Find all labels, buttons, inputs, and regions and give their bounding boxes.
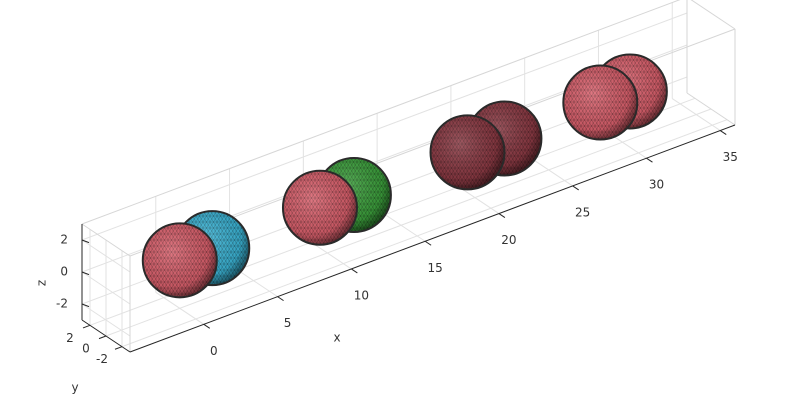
x-axis bbox=[129, 124, 736, 353]
y-tick-label: -2 bbox=[96, 352, 108, 366]
grid-line bbox=[121, 119, 728, 348]
box-edge bbox=[81, 223, 131, 257]
grid-line bbox=[81, 12, 688, 241]
sphere-layer bbox=[562, 64, 639, 141]
x-tick bbox=[277, 296, 284, 302]
grid-line bbox=[81, 303, 131, 337]
z-tick bbox=[81, 303, 90, 308]
sphere bbox=[141, 222, 218, 299]
grid-line bbox=[81, 239, 131, 273]
z-tick bbox=[81, 239, 90, 244]
x-tick-label: 15 bbox=[427, 261, 442, 275]
x-tick bbox=[203, 323, 211, 329]
grid-line bbox=[81, 271, 131, 305]
x-tick bbox=[646, 157, 653, 163]
y-tick-label: 2 bbox=[66, 331, 74, 345]
sphere bbox=[429, 114, 506, 191]
y-tick bbox=[114, 346, 123, 350]
x-tick-label: 30 bbox=[649, 178, 664, 192]
x-tick-label: 25 bbox=[575, 205, 590, 219]
z-tick-label: 2 bbox=[60, 233, 68, 247]
sphere-layer bbox=[141, 222, 218, 299]
x-tick bbox=[572, 185, 579, 191]
box-edge bbox=[690, 0, 736, 30]
y-tick bbox=[82, 324, 91, 329]
z-tick-label: -2 bbox=[56, 297, 68, 311]
x-axis-label: x bbox=[333, 331, 340, 345]
x-tick bbox=[498, 213, 506, 219]
sphere-layer bbox=[281, 169, 358, 246]
x-tick bbox=[424, 240, 432, 246]
box-edge bbox=[81, 0, 681, 225]
y-tick-label: 0 bbox=[82, 342, 90, 356]
sphere bbox=[281, 169, 358, 246]
z-axis-label: z bbox=[35, 280, 49, 286]
box-edge bbox=[686, 92, 736, 126]
x-tick-label: 20 bbox=[501, 233, 516, 247]
z-tick-label: 0 bbox=[60, 265, 68, 279]
z-tick bbox=[81, 271, 90, 276]
x-tick bbox=[351, 268, 358, 274]
x-tick-label: 0 bbox=[210, 344, 218, 358]
sphere bbox=[562, 64, 639, 141]
grid-line bbox=[105, 108, 712, 337]
x-tick-label: 35 bbox=[723, 150, 738, 164]
sphere-layer bbox=[429, 114, 506, 191]
x-tick-label: 10 bbox=[354, 288, 369, 302]
y-axis-label: y bbox=[71, 381, 78, 395]
y-tick bbox=[98, 335, 107, 340]
x-tick-label: 5 bbox=[284, 316, 292, 330]
x-tick bbox=[719, 130, 727, 135]
